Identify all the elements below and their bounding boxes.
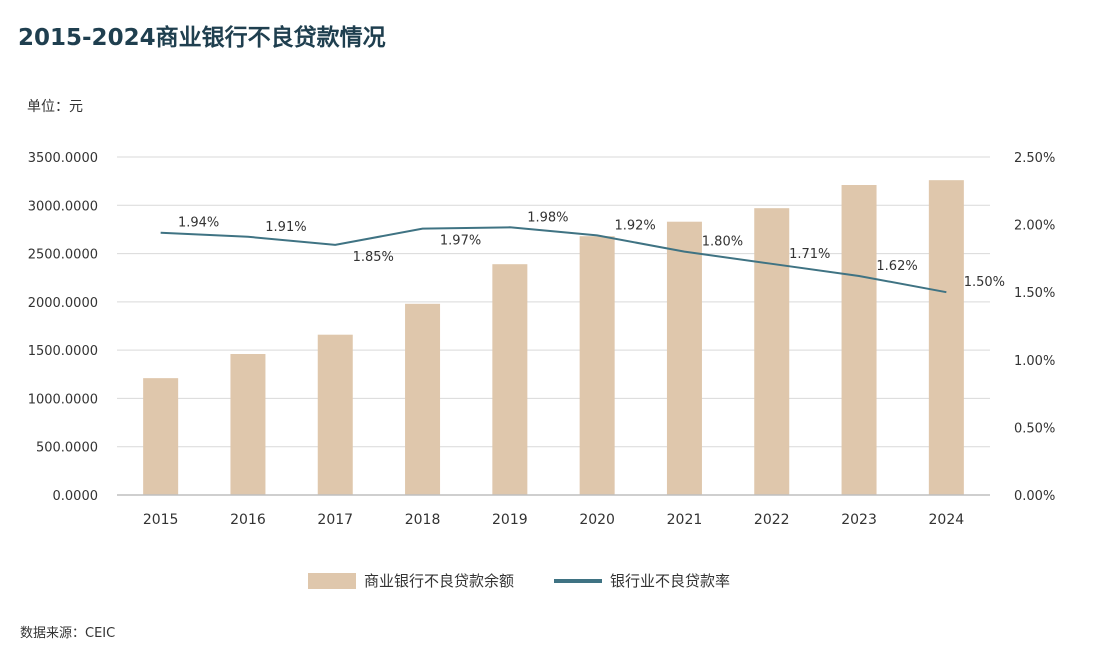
bar: [754, 208, 790, 495]
y-left-tick-label: 500.0000: [36, 441, 98, 456]
x-tick-label: 2020: [579, 512, 615, 528]
legend: 商业银行不良贷款余额 银行业不良贷款率: [308, 570, 770, 591]
source-note: 数据来源：CEIC: [20, 626, 116, 641]
line-data-label: 1.71%: [789, 247, 830, 262]
y-left-tick-label: 2500.0000: [28, 248, 98, 263]
line-data-label: 1.97%: [440, 234, 481, 249]
bar: [928, 180, 964, 496]
x-tick-label: 2024: [929, 512, 965, 528]
x-tick-label: 2023: [841, 512, 877, 528]
x-tick-label: 2021: [667, 512, 703, 528]
legend-line-label: 银行业不良贷款率: [610, 572, 731, 590]
legend-bar-label: 商业银行不良贷款余额: [364, 572, 515, 590]
bar: [579, 236, 615, 495]
bar: [492, 264, 528, 495]
y-left-tick-label: 1000.0000: [28, 392, 98, 407]
y-left-tick-label: 1500.0000: [28, 344, 98, 359]
y-right-tick-label: 0.00%: [1014, 489, 1055, 504]
legend-line-swatch: [554, 578, 603, 583]
bar: [405, 303, 441, 495]
line-data-label: 1.50%: [964, 275, 1005, 290]
line-data-label: 1.62%: [876, 259, 917, 274]
line-data-label: 1.94%: [178, 216, 219, 231]
line-data-label: 1.92%: [614, 218, 655, 233]
line-data-label: 1.85%: [353, 250, 394, 265]
x-tick-label: 2022: [754, 512, 790, 528]
legend-item-line: 银行业不良贷款率: [554, 570, 730, 591]
x-tick-label: 2019: [492, 512, 528, 528]
y-left-tick-label: 0.0000: [53, 489, 99, 504]
line-data-label: 1.98%: [527, 210, 568, 225]
chart-title: 2015-2024商业银行不良贷款情况: [18, 25, 386, 51]
y-left-tick-label: 3500.0000: [28, 151, 98, 166]
y-right-tick-label: 1.00%: [1014, 354, 1055, 369]
y-right-tick-label: 1.50%: [1014, 286, 1055, 301]
rate-line: [160, 226, 947, 294]
y-right-tick-label: 2.00%: [1014, 219, 1055, 234]
y-right-tick-label: 2.50%: [1014, 151, 1055, 166]
x-tick-label: 2017: [317, 512, 353, 528]
y-left-tick-label: 3000.0000: [28, 199, 98, 214]
x-tick-label: 2015: [143, 512, 179, 528]
x-tick-label: 2018: [405, 512, 441, 528]
line-data-label: 1.80%: [702, 235, 743, 250]
legend-item-bar: 商业银行不良贷款余额: [308, 570, 514, 591]
bar: [666, 221, 702, 495]
bar: [230, 354, 266, 495]
bar: [841, 185, 877, 495]
y-right-tick-label: 0.50%: [1014, 421, 1055, 436]
bar: [143, 378, 179, 495]
legend-bar-swatch: [308, 572, 356, 589]
unit-label: 单位：元: [27, 99, 83, 115]
y-left-tick-label: 2000.0000: [28, 296, 98, 311]
x-tick-label: 2016: [230, 512, 266, 528]
line-data-label: 1.91%: [265, 220, 306, 235]
bar: [317, 334, 353, 495]
